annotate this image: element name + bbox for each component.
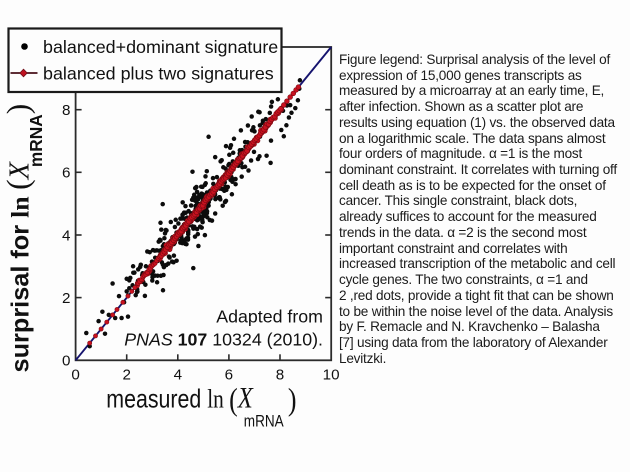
svg-text:balanced+dominant signature: balanced+dominant signature <box>43 37 278 57</box>
svg-text:6: 6 <box>62 165 70 182</box>
svg-text:10: 10 <box>323 366 340 383</box>
svg-text:2: 2 <box>122 366 130 383</box>
svg-text:6: 6 <box>225 366 233 383</box>
svg-text:8: 8 <box>62 102 70 119</box>
svg-text:balanced plus two signatures: balanced plus two signatures <box>43 64 274 84</box>
svg-text:4: 4 <box>174 366 182 383</box>
svg-text:8: 8 <box>276 366 284 383</box>
svg-text:2: 2 <box>62 290 70 307</box>
svg-text:PNAS 107 10324 (2010).: PNAS 107 10324 (2010). <box>124 329 323 349</box>
svg-text:0: 0 <box>62 353 70 370</box>
svg-text:0: 0 <box>71 366 79 383</box>
svg-text:measured ln (XmRNA): measured ln (X mRNA) <box>106 381 296 431</box>
svg-text:4: 4 <box>62 227 70 244</box>
svg-text:Adapted from: Adapted from <box>216 306 323 326</box>
svg-text:surprisal for ln (XmRNA): surprisal for ln (XmRNA) <box>1 104 47 373</box>
